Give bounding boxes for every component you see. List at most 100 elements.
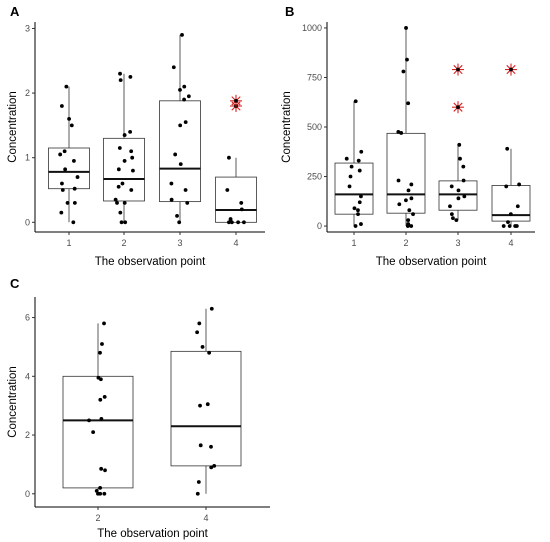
data-point (65, 201, 70, 205)
data-point (102, 394, 107, 399)
outlier-marker (230, 94, 242, 107)
x-tick-label: 3 (455, 238, 460, 248)
outlier-marker (505, 63, 517, 76)
data-point (200, 345, 205, 349)
data-point (67, 117, 71, 121)
data-point (98, 486, 103, 490)
x-axis-title: The observation point (376, 256, 487, 268)
data-point (409, 224, 414, 228)
data-point (60, 188, 65, 192)
data-point (504, 184, 509, 189)
data-point (209, 306, 214, 311)
y-tick-label: 750 (307, 72, 322, 82)
data-point (116, 184, 121, 189)
panel-a: A 0 1 2 3 1 2 3 4 The observation point Concentrat… (7, 4, 265, 268)
data-point (99, 466, 104, 471)
data-point (405, 57, 409, 62)
panel-b: B 0 250 500 750 1000 1 2 3 4 The observation point… (281, 4, 535, 268)
data-point (507, 224, 512, 228)
data-point (359, 149, 364, 154)
data-point (404, 198, 408, 203)
data-point (119, 220, 124, 225)
data-point (506, 220, 510, 224)
y-axis-title: Concentration (281, 91, 293, 163)
data-point (411, 212, 415, 217)
data-point (462, 194, 467, 199)
data-point (359, 194, 363, 199)
data-point (456, 196, 461, 201)
data-point (501, 224, 506, 228)
data-point (118, 71, 122, 76)
data-point (196, 480, 201, 484)
data-point (515, 204, 520, 209)
data-point (118, 78, 123, 83)
data-point (407, 208, 412, 213)
x-tick-label: 2 (121, 238, 126, 248)
data-point (454, 218, 459, 223)
data-point (209, 465, 214, 470)
data-point (357, 200, 362, 205)
data-point (406, 218, 411, 223)
x-tick-label: 4 (508, 238, 513, 248)
data-point (120, 181, 125, 186)
data-point (98, 397, 103, 402)
data-point (58, 152, 63, 157)
y-tick-label: 0 (25, 489, 30, 499)
panel-label: C (10, 276, 20, 291)
data-point (98, 491, 103, 496)
y-tick-label: 4 (25, 371, 30, 381)
data-point (212, 463, 217, 468)
box-cat-1 (334, 162, 374, 215)
data-point (59, 210, 64, 215)
data-point (349, 164, 354, 169)
x-axis-title: The observation point (95, 256, 206, 268)
data-point (236, 220, 241, 225)
y-tick-label: 0 (317, 221, 322, 231)
data-point (198, 443, 203, 448)
box-cat-2 (103, 137, 145, 202)
data-point (449, 184, 454, 189)
outlier-marker (452, 101, 464, 114)
data-point (186, 94, 191, 99)
data-point (182, 97, 187, 102)
data-point (406, 222, 411, 226)
data-point (180, 33, 184, 37)
data-point (103, 468, 107, 473)
x-axis-title: The observation point (97, 528, 208, 540)
data-point (353, 224, 358, 228)
outlier-marker (452, 63, 464, 76)
data-point (100, 342, 104, 346)
data-point (171, 65, 176, 70)
y-tick-label: 500 (307, 122, 322, 132)
data-point (348, 174, 353, 179)
y-tick-label: 1000 (302, 23, 322, 33)
x-tick-label: 3 (177, 238, 182, 248)
box-cat-4 (215, 176, 257, 223)
data-point (347, 184, 352, 189)
data-point (458, 156, 462, 161)
data-point (205, 402, 210, 407)
data-point (406, 188, 411, 193)
data-point (72, 186, 77, 191)
data-point (60, 181, 64, 186)
data-point (207, 350, 212, 355)
data-point (64, 84, 69, 89)
data-point (409, 196, 414, 201)
data-point (128, 129, 133, 134)
x-tick-label: 2 (403, 238, 408, 248)
data-point (71, 220, 76, 225)
data-point (195, 491, 200, 496)
data-point (91, 430, 96, 434)
box-cat-3 (438, 180, 478, 211)
data-point (505, 146, 510, 151)
data-point (72, 201, 77, 205)
data-point (356, 212, 360, 217)
data-point (130, 155, 135, 160)
data-point (177, 220, 182, 225)
data-point (122, 201, 127, 205)
data-point (102, 321, 106, 326)
data-point (449, 212, 454, 217)
data-point (98, 350, 102, 355)
data-point (359, 222, 363, 226)
